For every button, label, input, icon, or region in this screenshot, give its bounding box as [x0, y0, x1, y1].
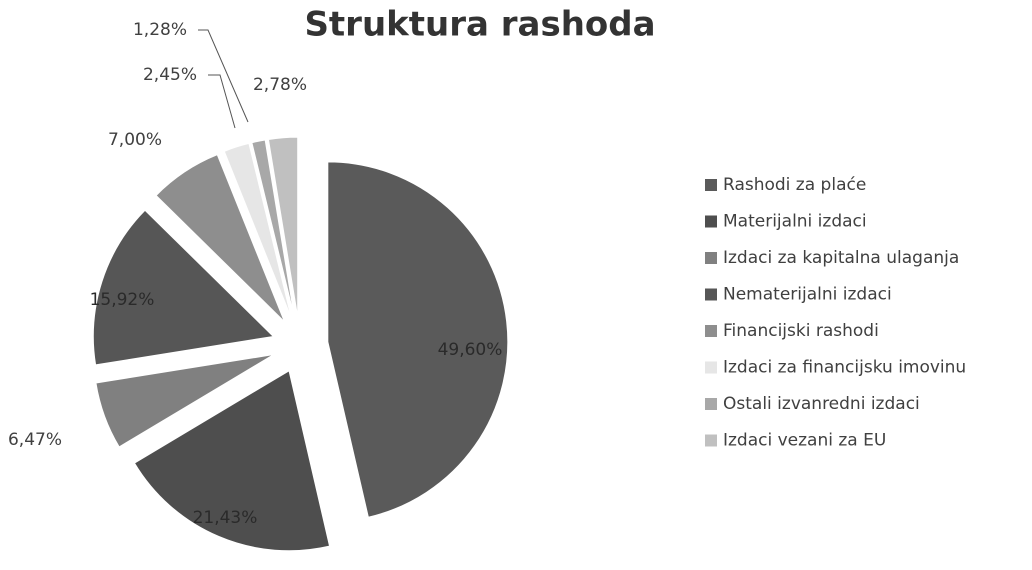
legend-label: Rashodi za plaće — [723, 175, 866, 195]
pie-slice — [327, 161, 509, 518]
pie-slice — [267, 136, 299, 318]
legend-swatch — [705, 434, 717, 447]
pie-slice — [223, 142, 292, 319]
data-label: 15,92% — [90, 290, 155, 310]
legend-label: Materijalni izdaci — [723, 212, 867, 232]
legend-label: Izdaci za kapitalna ulaganja — [723, 248, 959, 268]
chart-title: Struktura rashoda — [304, 5, 655, 45]
pie-slice — [251, 139, 295, 318]
data-label: 1,28% — [133, 20, 187, 40]
pie-slice — [92, 209, 275, 366]
legend-label: Izdaci za financijsku imovinu — [723, 358, 966, 378]
data-label: 2,45% — [143, 65, 197, 85]
legend-label: Nematerijalni izdaci — [723, 285, 892, 305]
data-label: 21,43% — [193, 508, 258, 528]
data-label: 2,78% — [253, 75, 307, 95]
data-label: 49,60% — [438, 340, 503, 360]
legend-swatch — [705, 215, 717, 228]
pie-slice — [155, 154, 285, 323]
data-label: 6,47% — [8, 430, 62, 450]
data-label: 7,00% — [108, 130, 162, 150]
pie-slice — [133, 369, 331, 552]
legend-swatch — [705, 325, 717, 337]
legend-label: Financijski rashodi — [723, 321, 879, 341]
legend-swatch — [705, 398, 717, 410]
leader-line — [198, 29, 249, 123]
legend-label: Izdaci vezani za EU — [723, 431, 886, 451]
legend-label: Ostali izvanredni izdaci — [723, 394, 920, 414]
leader-line — [208, 74, 236, 129]
legend-swatch — [705, 288, 717, 301]
legend-swatch — [705, 179, 717, 191]
pie-slice — [95, 354, 274, 448]
legend-swatch — [705, 252, 717, 264]
legend-swatch — [705, 361, 717, 374]
